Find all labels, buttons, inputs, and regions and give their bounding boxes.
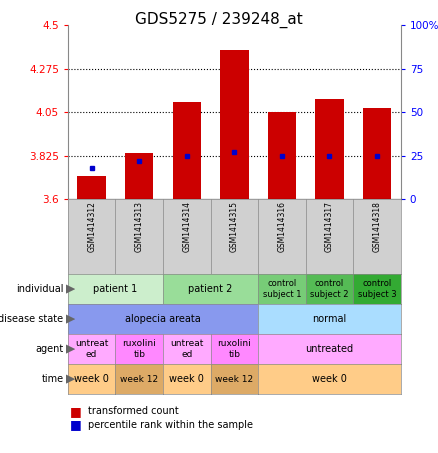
Text: time: time	[41, 374, 64, 384]
Text: week 0: week 0	[312, 374, 347, 384]
Text: transformed count: transformed count	[88, 406, 178, 416]
Text: week 0: week 0	[170, 374, 204, 384]
Text: week 0: week 0	[74, 374, 109, 384]
Text: GSM1414315: GSM1414315	[230, 201, 239, 252]
Text: GSM1414317: GSM1414317	[325, 201, 334, 252]
Text: patient 1: patient 1	[93, 284, 138, 294]
Text: agent: agent	[35, 344, 64, 354]
Bar	[315, 99, 344, 199]
Text: week 12: week 12	[120, 375, 158, 384]
Bar	[268, 112, 296, 199]
Text: patient 2: patient 2	[188, 284, 233, 294]
Text: GDS5275 / 239248_at: GDS5275 / 239248_at	[135, 11, 303, 28]
Bar	[220, 50, 249, 199]
Text: individual: individual	[16, 284, 64, 294]
Text: ■: ■	[70, 419, 82, 431]
Text: untreat
ed: untreat ed	[170, 339, 204, 359]
Text: GSM1414316: GSM1414316	[277, 201, 286, 252]
Text: untreated: untreated	[305, 344, 353, 354]
Polygon shape	[66, 314, 75, 324]
Text: untreat
ed: untreat ed	[75, 339, 108, 359]
Bar	[363, 108, 391, 199]
Text: disease state: disease state	[0, 314, 64, 324]
Polygon shape	[66, 374, 75, 384]
Polygon shape	[66, 284, 75, 294]
Text: ■: ■	[70, 405, 82, 418]
Text: GSM1414318: GSM1414318	[372, 201, 381, 252]
Text: control
subject 3: control subject 3	[358, 280, 396, 299]
Text: alopecia areata: alopecia areata	[125, 314, 201, 324]
Text: GSM1414314: GSM1414314	[182, 201, 191, 252]
Bar	[173, 102, 201, 199]
Text: control
subject 1: control subject 1	[263, 280, 301, 299]
Text: week 12: week 12	[215, 375, 254, 384]
Text: ruxolini
tib: ruxolini tib	[217, 339, 251, 359]
Text: ruxolini
tib: ruxolini tib	[122, 339, 156, 359]
Bar	[78, 176, 106, 199]
Bar	[125, 153, 153, 199]
Text: GSM1414313: GSM1414313	[135, 201, 144, 252]
Polygon shape	[66, 344, 75, 354]
Text: percentile rank within the sample: percentile rank within the sample	[88, 420, 253, 430]
Text: GSM1414312: GSM1414312	[87, 201, 96, 252]
Text: normal: normal	[312, 314, 346, 324]
Text: control
subject 2: control subject 2	[310, 280, 349, 299]
